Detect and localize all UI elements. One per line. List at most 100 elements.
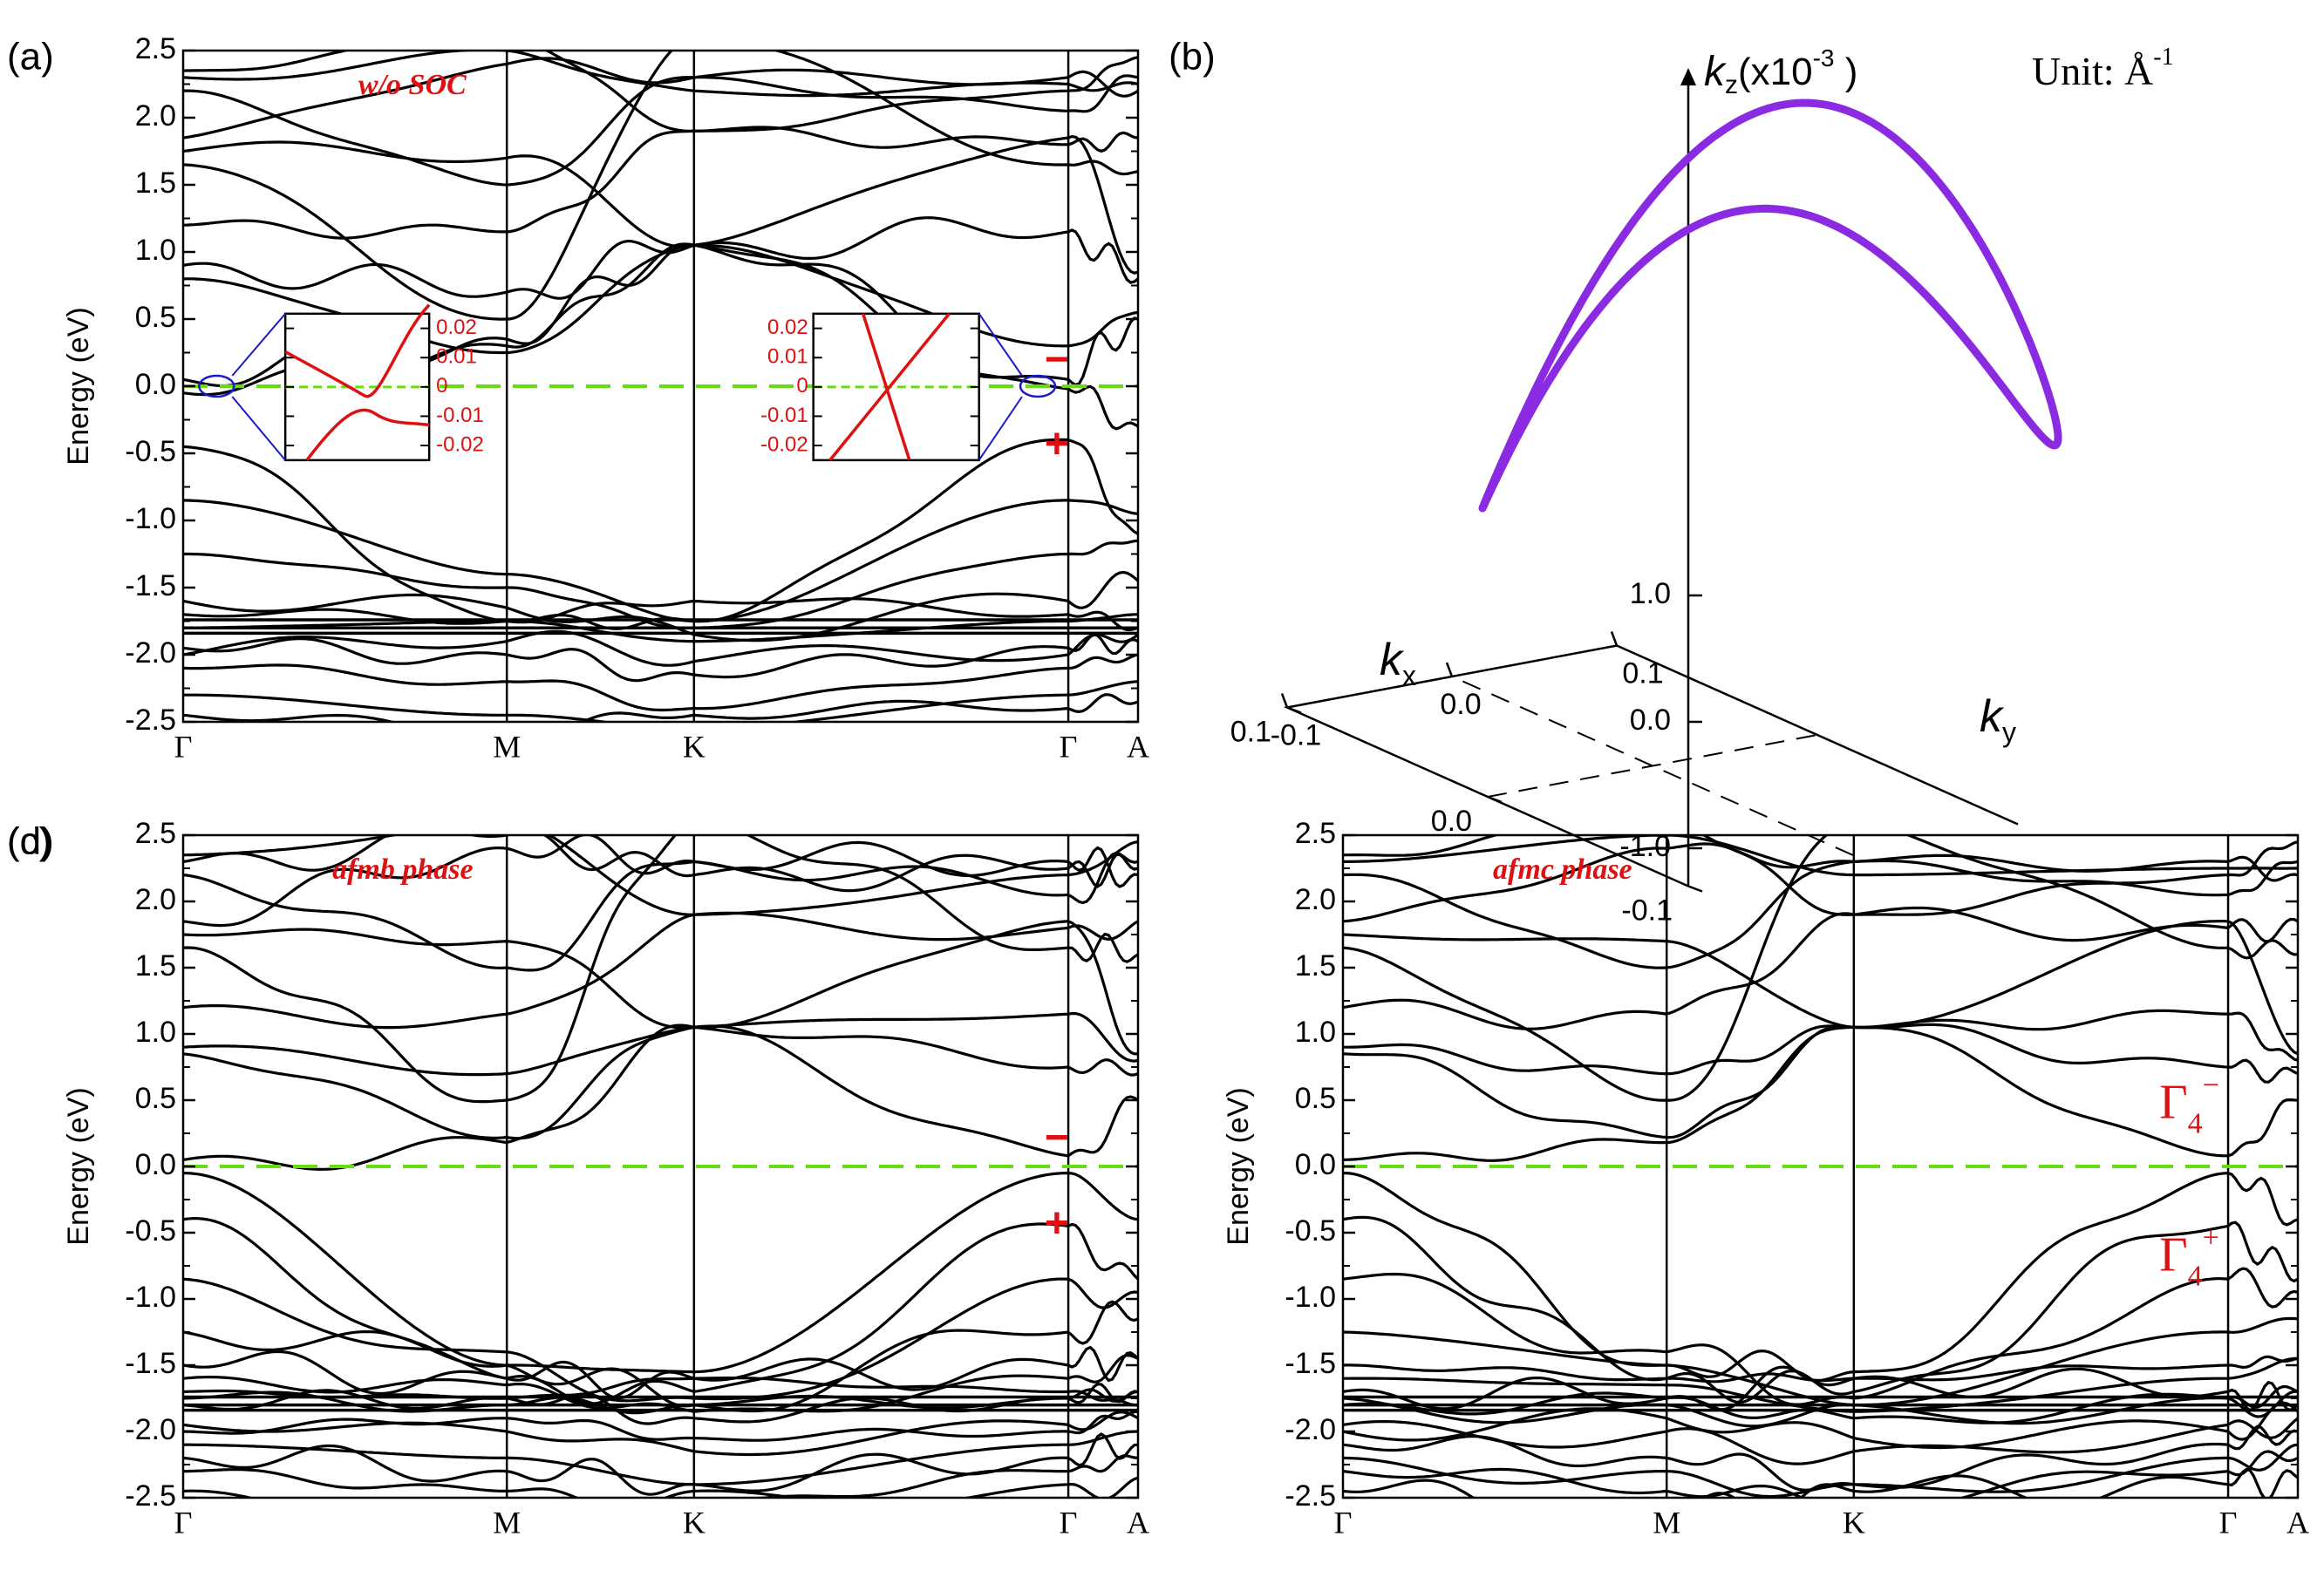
panel-c-band-11: [183, 835, 1138, 893]
panel-a-ytick-label-4: 0.5: [135, 301, 176, 334]
panel-b-xlabel-part-1: x: [1402, 660, 1416, 691]
panel-b-xtick-label-1: 0.0: [1431, 805, 1472, 838]
panel-d-band-18: [1343, 1450, 2298, 1498]
panel-a-right-inset-link-bottom: [978, 396, 1023, 461]
panel-c-band-8: [183, 1011, 1138, 1077]
panel-d-ytick-label-3: 1.0: [1295, 1016, 1336, 1049]
panel-b-unit-title: Unit: Å-1: [2032, 44, 2174, 92]
panel-c-ytick-label-7: -1.0: [125, 1281, 176, 1314]
panel-d-irrep-label-0-part-0: Γ: [2159, 1075, 2187, 1129]
panel-d-ytick-label-10: -2.5: [1285, 1479, 1336, 1513]
panel-a-right-inset-band-a: [828, 312, 951, 461]
panel-d-ytick-label-9: -2.0: [1285, 1413, 1336, 1446]
panel-c-klabel-4: A: [1127, 1505, 1149, 1540]
panel-d-klabel-0: Γ: [1334, 1505, 1353, 1540]
panel-d-band-16: [1343, 1401, 2298, 1450]
panel-d-band-19: [1343, 1467, 2298, 1498]
panel-b-ztick-label-0: 1.0: [1630, 577, 1671, 610]
panel-b-zlabel-part-3: -3: [1813, 44, 1835, 71]
panel-a-band-4: [183, 134, 1138, 275]
panel-c: 2.5 2.0 1.5 1.0 0.5 0.0 -0.5 -1.0 -1.5 -2.0 -2.5 En…: [7, 817, 1149, 1540]
panel-c-ytick-label-0: 2.5: [135, 817, 176, 850]
panel-b-dash-ky0: [1451, 676, 1854, 856]
panel-a-band-17: [183, 653, 1138, 712]
panel-a-right-inset-tick-label-0: 0.02: [767, 316, 808, 339]
panel-b-ytick-2: [1610, 631, 1619, 646]
panel-d-irrep-label-0: Γ4−: [2159, 1069, 2219, 1139]
panel-c-band-1: [183, 1172, 1138, 1374]
panel-b-ytick-1: [1445, 662, 1454, 677]
panel-b-panel-label: (b): [1169, 36, 1216, 78]
panel-d-panel-label: (d): [7, 820, 54, 863]
panel-b-zlabel-part-1: z: [1725, 71, 1738, 99]
panel-d-ytick-label-2: 1.5: [1295, 949, 1336, 982]
panel-c-klabel-2: K: [683, 1505, 705, 1540]
panel-a-klabel-0: Γ: [174, 729, 193, 764]
panel-a-ytick-label-1: 2.0: [135, 99, 176, 133]
panel-a-band-16: [183, 629, 1138, 667]
panel-a-left-inset: 0.02 0.01 0 -0.01 -0.02: [231, 303, 484, 462]
panel-a-crossing-ellipse-left: [198, 374, 235, 398]
panel-c-minus-label: −: [1045, 1114, 1069, 1160]
panel-a-band-5: [183, 126, 1138, 240]
panel-c-ytick-label-4: 0.5: [135, 1082, 176, 1115]
panel-b-xlabel-part-0: k: [1380, 635, 1405, 685]
panel-c-ytick-label-5: 0.0: [135, 1148, 176, 1181]
panel-c-klabel-0: Γ: [174, 1505, 193, 1540]
panel-a-right-inset-tick-label-1: 0.01: [767, 345, 808, 369]
panel-a-left-inset-link-top: [231, 313, 286, 377]
panel-b-unit-title-part-0: Unit: Å: [2032, 49, 2153, 93]
panel-d-ytick-label-5: 0.0: [1295, 1148, 1336, 1181]
panel-c-band-16: [183, 1410, 1138, 1442]
panel-b-ylabel: ky: [1980, 691, 2016, 749]
panel-b-ytick-label-2: 0.1: [1622, 656, 1663, 690]
panel-c-ytick-label-9: -2.0: [125, 1413, 176, 1446]
panel-c-band-3: [183, 1025, 1138, 1140]
panel-c-panel-label: (c): [7, 820, 51, 863]
panel-d-klabel-1: M: [1653, 1505, 1680, 1540]
panel-d-band-10: [1343, 835, 2298, 1102]
panel-c-ytick-label-8: -1.5: [125, 1347, 176, 1380]
panel-a-klabel-4: A: [1127, 729, 1149, 764]
panel-b-ytick-label-0: -0.1: [1271, 718, 1322, 751]
panel-c-band-13: [183, 1300, 1138, 1413]
panel-a-ytick-label-10: -2.5: [125, 704, 176, 737]
panel-b-xtick-2: [1286, 706, 1302, 714]
panel-b-nodal-loop: [1478, 99, 2062, 513]
panel-d-band-20: [1343, 1365, 2298, 1412]
panel-d-ytick-label-7: -1.0: [1285, 1281, 1336, 1314]
panel-d-ytick-label-1: 2.0: [1295, 883, 1336, 916]
panel-b-ylabel-part-0: k: [1980, 691, 2005, 742]
panel-a-title: w/o SOC: [358, 69, 467, 101]
panel-b-unit-title-part-1: -1: [2153, 44, 2173, 71]
panel-d-irrep-label-1-part-1: 4: [2188, 1260, 2203, 1292]
panel-b-zlabel-part-4: ): [1835, 51, 1858, 93]
panel-b-xtick-label-0: -0.1: [1621, 894, 1673, 927]
panel-a-band-12: [183, 499, 1138, 623]
panel-b-xtick-label-2: 0.1: [1230, 715, 1271, 748]
panel-a-klabel-2: K: [683, 729, 705, 764]
panel-d-band-6: [1343, 859, 2298, 969]
panel-a-ytick-label-9: -2.0: [125, 636, 176, 670]
panel-c-band-5: [183, 911, 1138, 1030]
panel-b-ytick-0: [1280, 693, 1289, 708]
panel-a-right-inset-link-top: [978, 313, 1023, 377]
panel-d-band-22: [1343, 1355, 2298, 1384]
panel-b-xtick-0: [1687, 885, 1703, 893]
panel-a-band-15: [183, 613, 1138, 643]
panel-a-ytick-label-3: 1.0: [135, 234, 176, 267]
panel-c-band-10: [183, 835, 1138, 1104]
panel-b-ytick-label-1: 0.0: [1440, 688, 1481, 721]
panel-a: 2.5 2.0 1.5 1.0 0.5 0.0 -0.5 -1.0 -1.5 -2.0 -2.5 En…: [7, 32, 1149, 764]
panel-d-band-3: [1343, 1023, 2298, 1139]
panel-d-band-8: [1343, 1009, 2298, 1076]
panel-b-dash-kx0: [1487, 734, 1818, 798]
panel-a-plus-label: +: [1045, 421, 1069, 467]
panel-a-band-6: [183, 74, 1138, 187]
panel-a-band-14: [183, 570, 1138, 643]
panel-a-band-2: [183, 438, 1138, 630]
panel-c-ytick-label-6: -0.5: [125, 1214, 176, 1248]
panel-d-klabel-2: K: [1843, 1505, 1865, 1540]
panel-a-right-inset: 0.02 0.01 0 -0.01 -0.02: [760, 312, 1023, 462]
